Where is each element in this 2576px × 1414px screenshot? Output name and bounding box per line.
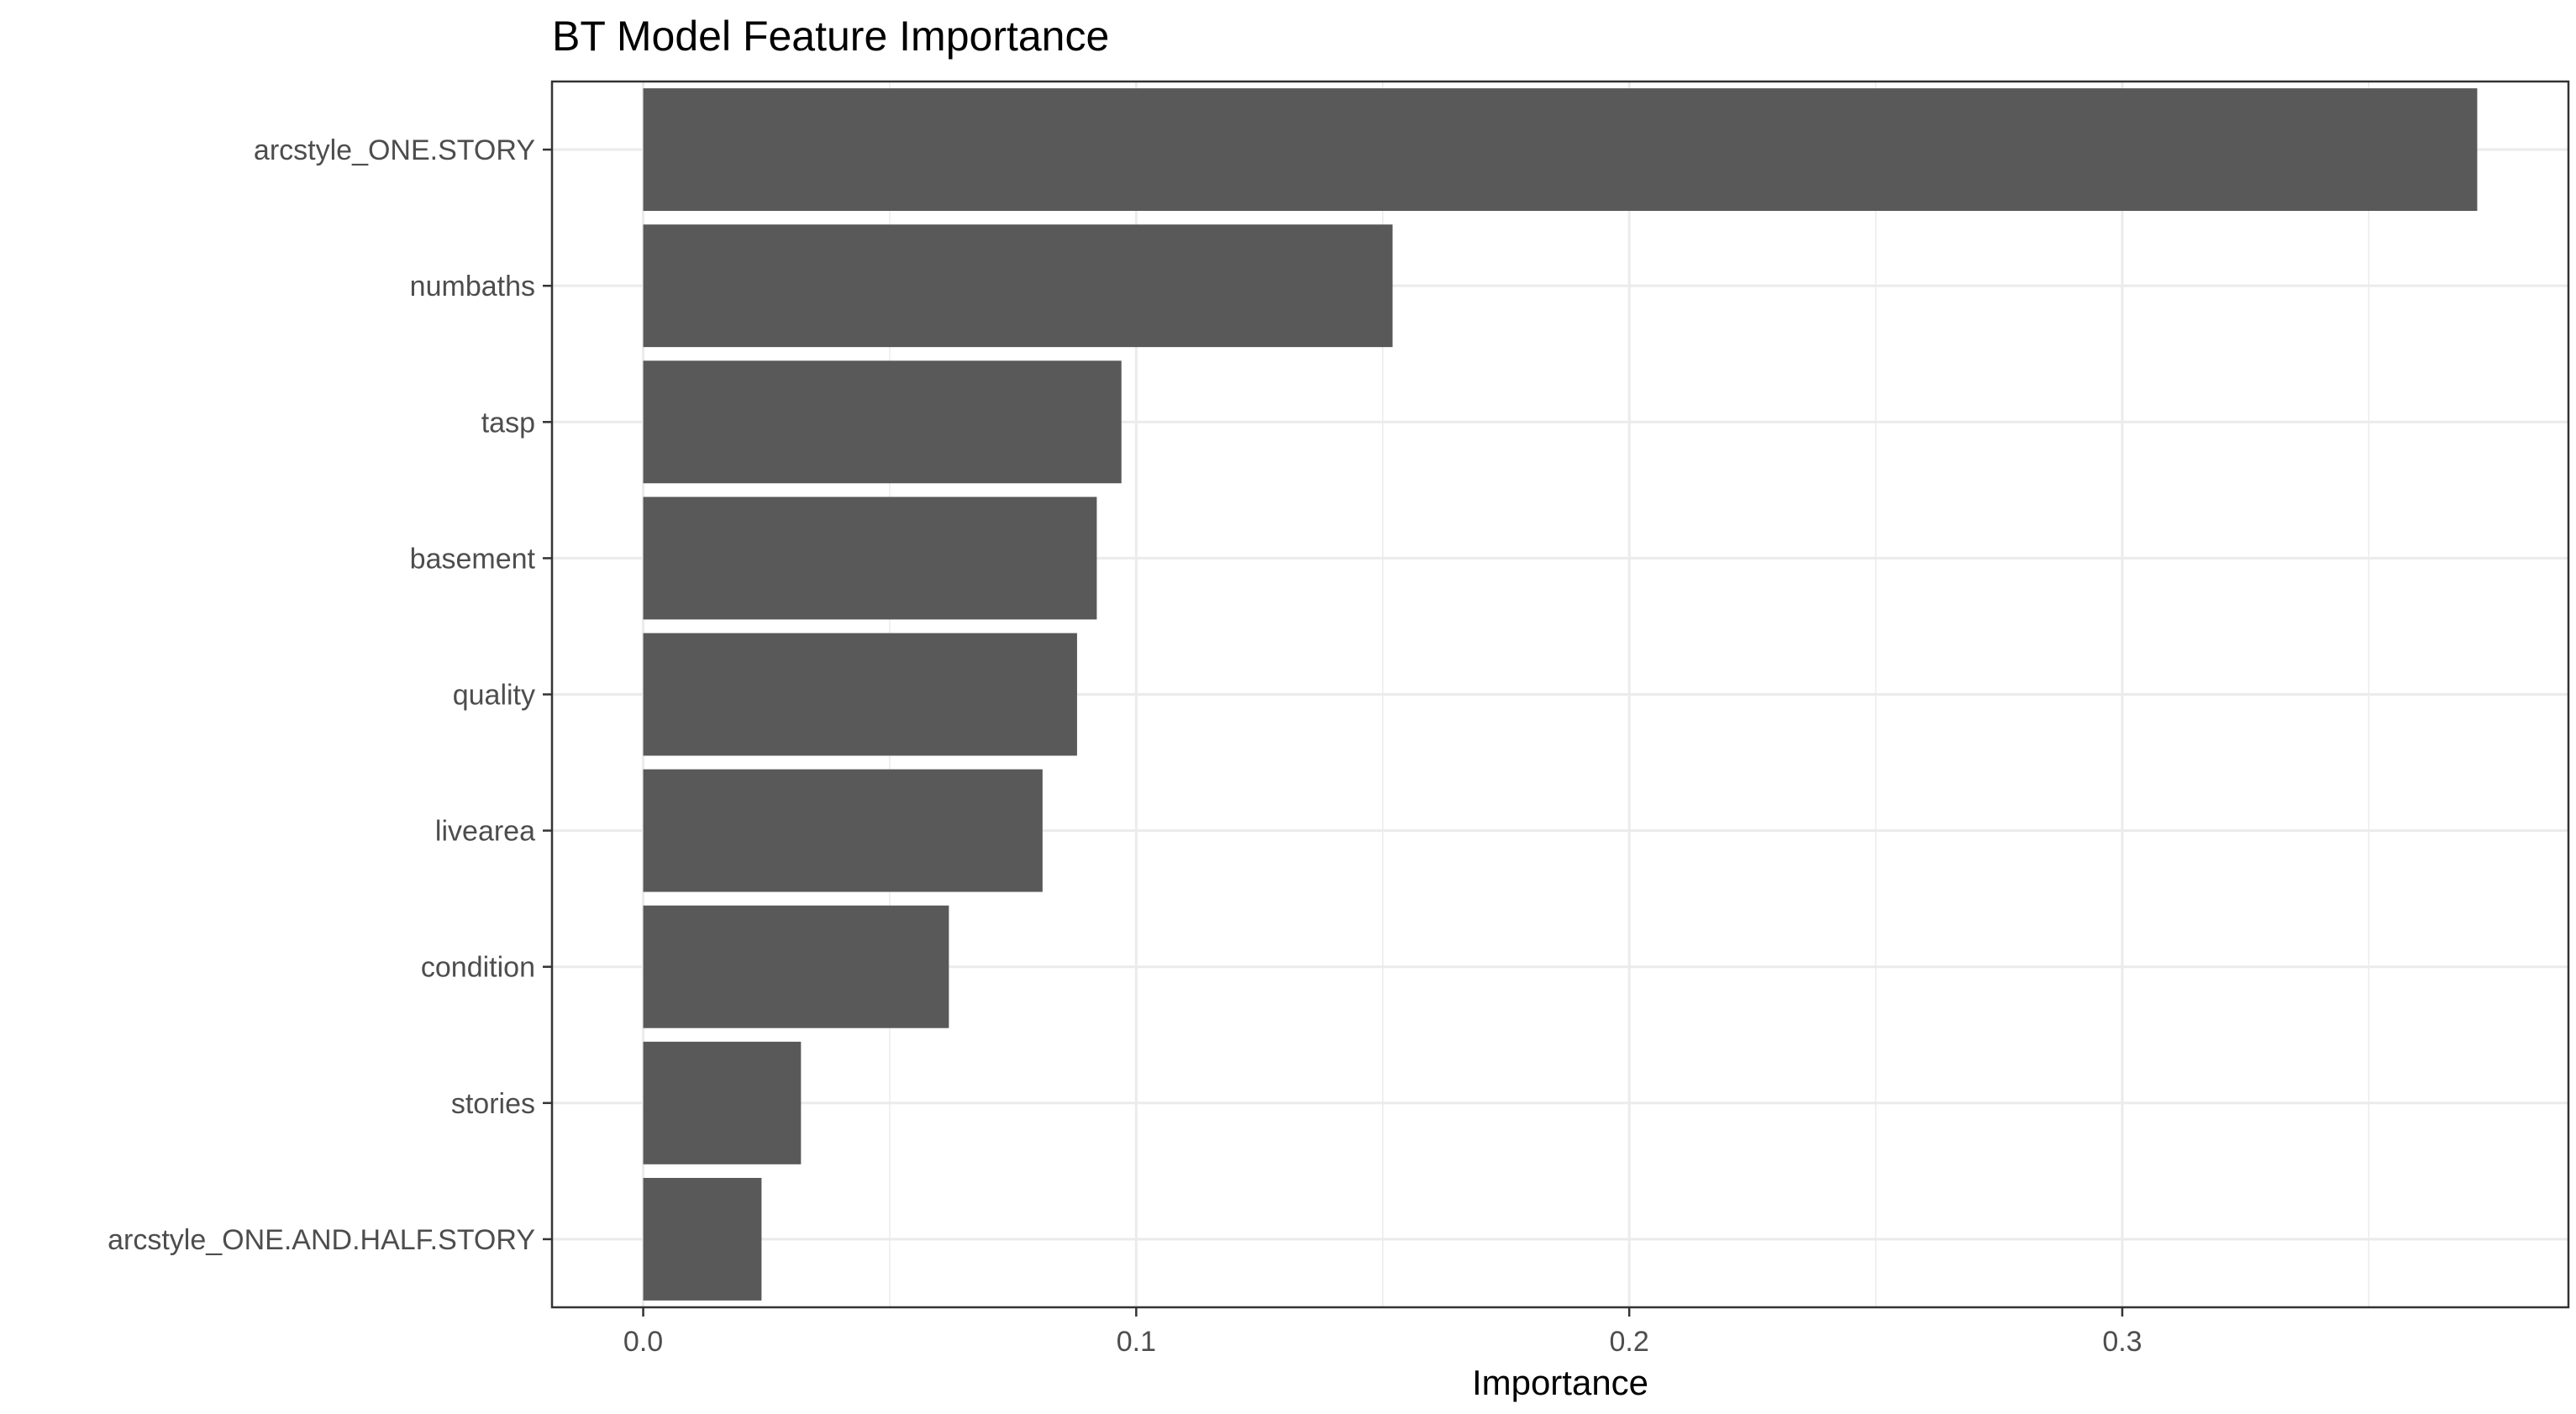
y-tick-label: stories [451, 1088, 535, 1120]
x-axis-title: Importance [1472, 1363, 1648, 1402]
y-tick-label: quality [453, 680, 535, 712]
bar-basement [643, 497, 1097, 620]
x-tick-label: 0.3 [2102, 1326, 2142, 1358]
bar-livearea [643, 769, 1043, 892]
x-tick-label: 0.1 [1117, 1326, 1156, 1358]
bar-quality [643, 633, 1077, 756]
bar-stories [643, 1041, 802, 1164]
y-axis-ticks: arcstyle_ONE.STORY numbaths tasp basement qu… [108, 134, 552, 1256]
bar-tasp [643, 360, 1122, 484]
bar-condition [643, 905, 949, 1028]
x-tick-label: 0.0 [623, 1326, 663, 1358]
y-tick-label: arcstyle_ONE.AND.HALF.STORY [108, 1224, 535, 1256]
y-tick-label: condition [421, 952, 535, 984]
x-axis-ticks: 0.0 0.1 0.2 0.3 [623, 1307, 2142, 1358]
bar-arcstyle-one-and-half-story [643, 1177, 762, 1301]
chart-title: BT Model Feature Importance [552, 13, 1109, 60]
bars [643, 88, 2478, 1301]
bar-numbaths [643, 224, 1393, 348]
y-tick-label: numbaths [410, 271, 535, 302]
y-tick-label: basement [410, 543, 536, 575]
y-tick-label: livearea [435, 816, 535, 848]
bar-arcstyle-one-story [643, 88, 2478, 212]
y-tick-label: tasp [481, 407, 535, 439]
x-tick-label: 0.2 [1610, 1326, 1649, 1358]
y-tick-label: arcstyle_ONE.STORY [254, 134, 535, 166]
